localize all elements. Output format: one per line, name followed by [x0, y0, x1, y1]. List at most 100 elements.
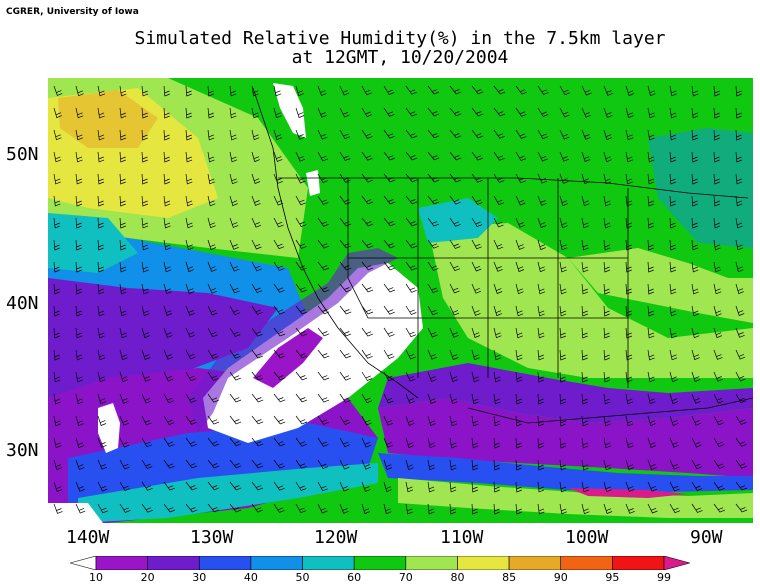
wind-barb [537, 107, 549, 117]
wind-barb [427, 437, 436, 449]
colorbar-cell [302, 556, 355, 570]
wind-barb [537, 327, 545, 339]
wind-barb [207, 349, 219, 360]
wind-barb [141, 459, 153, 469]
wind-barb [339, 239, 352, 249]
wind-barb [735, 415, 747, 425]
wind-barb [185, 437, 197, 447]
lon-label-120w: 120W [314, 527, 358, 548]
wind-barb [515, 151, 527, 162]
wind-barb [625, 503, 635, 514]
wind-barb [405, 151, 418, 161]
wind-barb [647, 437, 657, 448]
wind-barb [493, 459, 500, 471]
wind-barb [339, 415, 351, 425]
wind-barb [493, 349, 502, 361]
wind-barb [251, 173, 261, 184]
wind-barb [273, 459, 286, 469]
wind-barb [537, 349, 545, 361]
wind-barb [493, 305, 502, 317]
wind-barb [119, 107, 127, 119]
wind-barb [603, 239, 611, 251]
wind-barb [713, 283, 722, 295]
colorbar-cell [560, 556, 613, 570]
wind-barb [295, 371, 308, 381]
wind-barb [317, 327, 330, 337]
wind-barb [141, 129, 148, 141]
wind-barb [141, 107, 149, 119]
wind-barb [185, 239, 194, 251]
wind-barb [691, 85, 699, 97]
wind-barb [713, 151, 720, 163]
wind-barb [405, 349, 416, 360]
wind-barb [581, 481, 590, 493]
wind-barb [647, 459, 657, 470]
wind-barb [735, 107, 742, 119]
wind-barb [97, 503, 108, 514]
wind-barb [647, 217, 654, 229]
wind-barb [317, 415, 329, 425]
wind-barb [97, 195, 104, 207]
wind-barb [295, 151, 306, 162]
wind-barb [559, 85, 571, 96]
region-ne-lightgreen [568, 248, 753, 323]
wind-barb [141, 151, 148, 163]
us-canada-border [278, 177, 749, 199]
wind-barb [251, 195, 261, 206]
wind-barb [603, 481, 612, 493]
wind-barb [669, 327, 677, 339]
wind-barb [361, 107, 373, 118]
wind-barb [691, 503, 703, 513]
wind-barb [735, 283, 744, 295]
wind-barb [361, 195, 374, 205]
wind-barb [647, 415, 656, 427]
wind-barb [625, 107, 634, 119]
colorbar-cell [405, 556, 458, 570]
wind-barb [537, 459, 545, 471]
wind-barb [339, 85, 350, 96]
wind-barb [405, 371, 416, 382]
wind-barb [361, 283, 374, 293]
colorbar-cell [663, 556, 690, 570]
wind-barb [75, 305, 83, 317]
wind-barb [691, 349, 700, 361]
wind-barb [75, 107, 84, 119]
wind-barb [273, 261, 285, 271]
wind-barb [427, 481, 435, 493]
wind-barb [647, 305, 655, 317]
wind-barb [141, 437, 153, 448]
wind-barb [735, 349, 746, 360]
wind-barb [515, 85, 528, 95]
wind-barb [625, 415, 634, 427]
wind-barb [185, 261, 194, 273]
wind-barb [97, 283, 105, 295]
wind-barb [625, 393, 633, 405]
wind-barb [625, 305, 632, 317]
wind-barb [691, 129, 699, 141]
wind-barb [251, 415, 264, 425]
wind-barb [383, 349, 395, 360]
wind-barb [53, 217, 61, 229]
wind-barb [229, 481, 242, 491]
wind-barb [669, 459, 680, 470]
wind-barb [405, 261, 417, 271]
wind-barb [361, 393, 373, 404]
wind-barb [75, 151, 83, 163]
wind-barb [647, 261, 654, 273]
wind-barb [647, 481, 658, 492]
wind-barb [405, 217, 418, 227]
region-west-violet [48, 278, 278, 398]
wind-barb [449, 327, 459, 338]
wind-barb [383, 437, 393, 448]
wind-barb [339, 305, 352, 315]
wind-barb [669, 85, 677, 97]
wind-barb [735, 217, 743, 229]
wind-barb [295, 129, 305, 140]
wind-barb [383, 393, 394, 404]
wind-barb [559, 107, 570, 118]
wind-barb [383, 459, 393, 470]
wind-barb [295, 173, 306, 184]
wind-barb [185, 173, 193, 185]
wind-barb [251, 261, 262, 272]
wind-barb [339, 503, 349, 514]
